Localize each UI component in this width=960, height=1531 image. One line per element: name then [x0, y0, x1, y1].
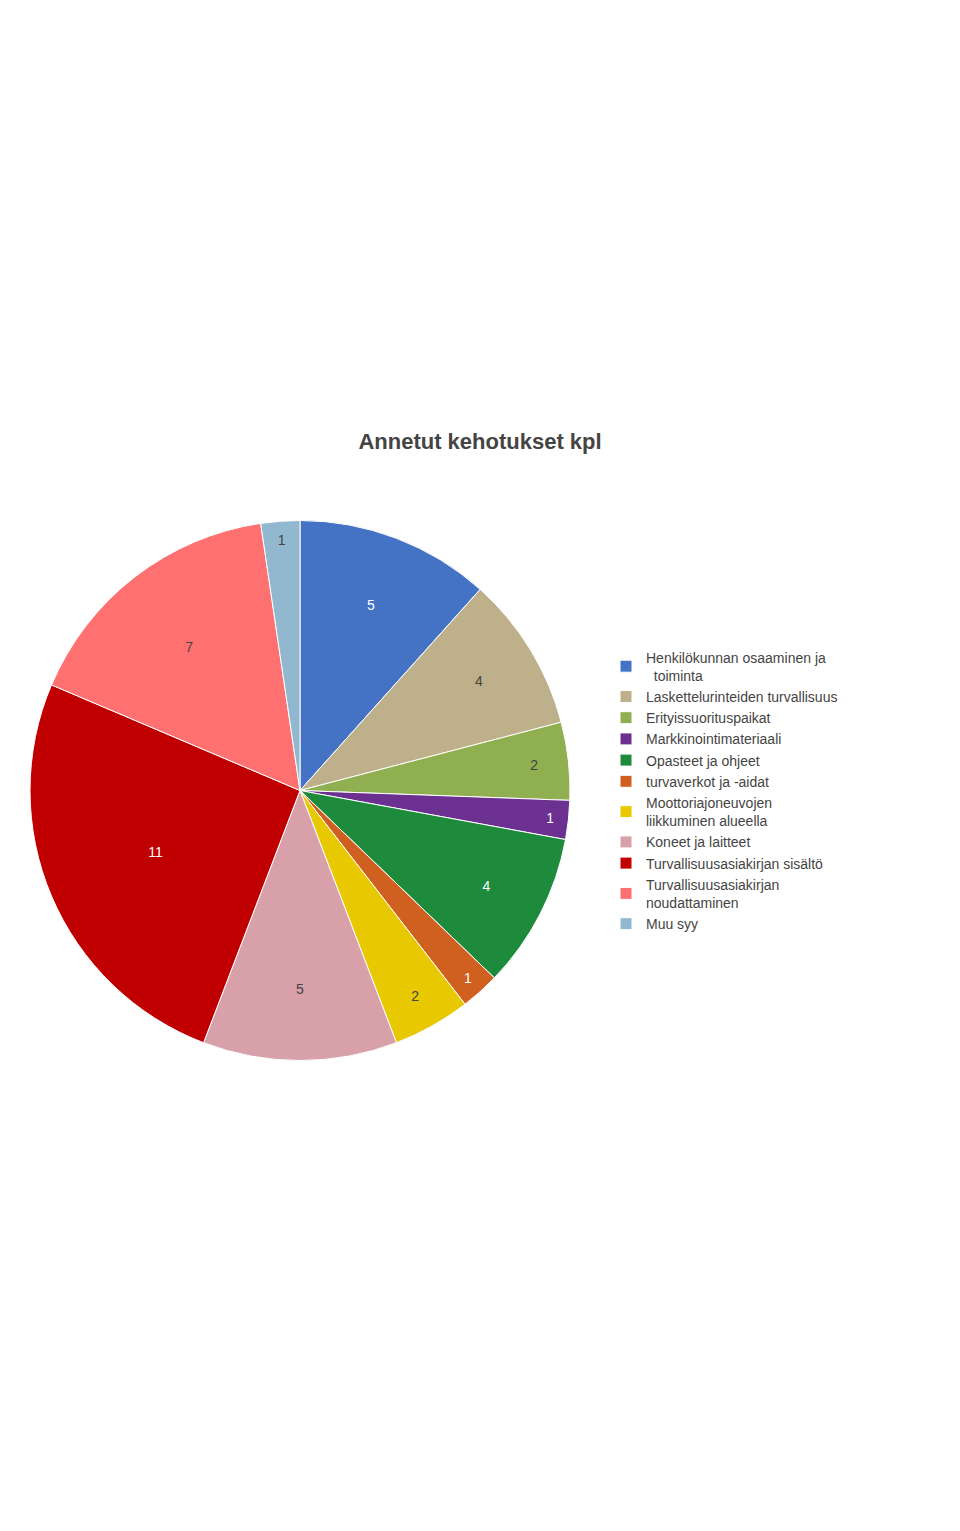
svg-text:1: 1	[546, 810, 554, 826]
svg-text:Annetut kehotukset kpl: Annetut kehotukset kpl	[358, 429, 601, 454]
svg-text:11: 11	[148, 844, 163, 860]
svg-text:Moottoriajoneuvojenliikkuminen: Moottoriajoneuvojenliikkuminen alueella	[646, 795, 772, 829]
svg-text:Markkinointimateriaali: Markkinointimateriaali	[646, 731, 781, 747]
svg-text:1: 1	[278, 532, 286, 548]
svg-text:Turvallisuusasiakirjan sisältö: Turvallisuusasiakirjan sisältö	[646, 856, 823, 872]
svg-text:Muu syy: Muu syy	[646, 916, 698, 932]
svg-text:Opasteet ja ohjeet: Opasteet ja ohjeet	[646, 753, 760, 769]
svg-text:2: 2	[530, 757, 538, 773]
svg-text:Koneet ja laitteet: Koneet ja laitteet	[646, 834, 750, 850]
svg-text:5: 5	[296, 981, 304, 997]
svg-text:4: 4	[475, 673, 483, 689]
svg-text:4: 4	[482, 878, 490, 894]
svg-text:turvaverkot ja -aidat: turvaverkot ja -aidat	[646, 774, 769, 790]
svg-text:5: 5	[367, 597, 375, 613]
svg-text:Laskettelurinteiden turvallisu: Laskettelurinteiden turvallisuus	[646, 689, 837, 705]
svg-text:7: 7	[185, 639, 193, 655]
svg-text:1: 1	[464, 970, 472, 986]
svg-text:Erityissuorituspaikat: Erityissuorituspaikat	[646, 710, 771, 726]
svg-text:Turvallisuusasiakirjannoudatta: Turvallisuusasiakirjannoudattaminen	[646, 877, 779, 911]
svg-text:Henkilökunnan osaaminen ja to: Henkilökunnan osaaminen ja toiminta	[646, 650, 826, 684]
svg-text:2: 2	[411, 988, 419, 1004]
